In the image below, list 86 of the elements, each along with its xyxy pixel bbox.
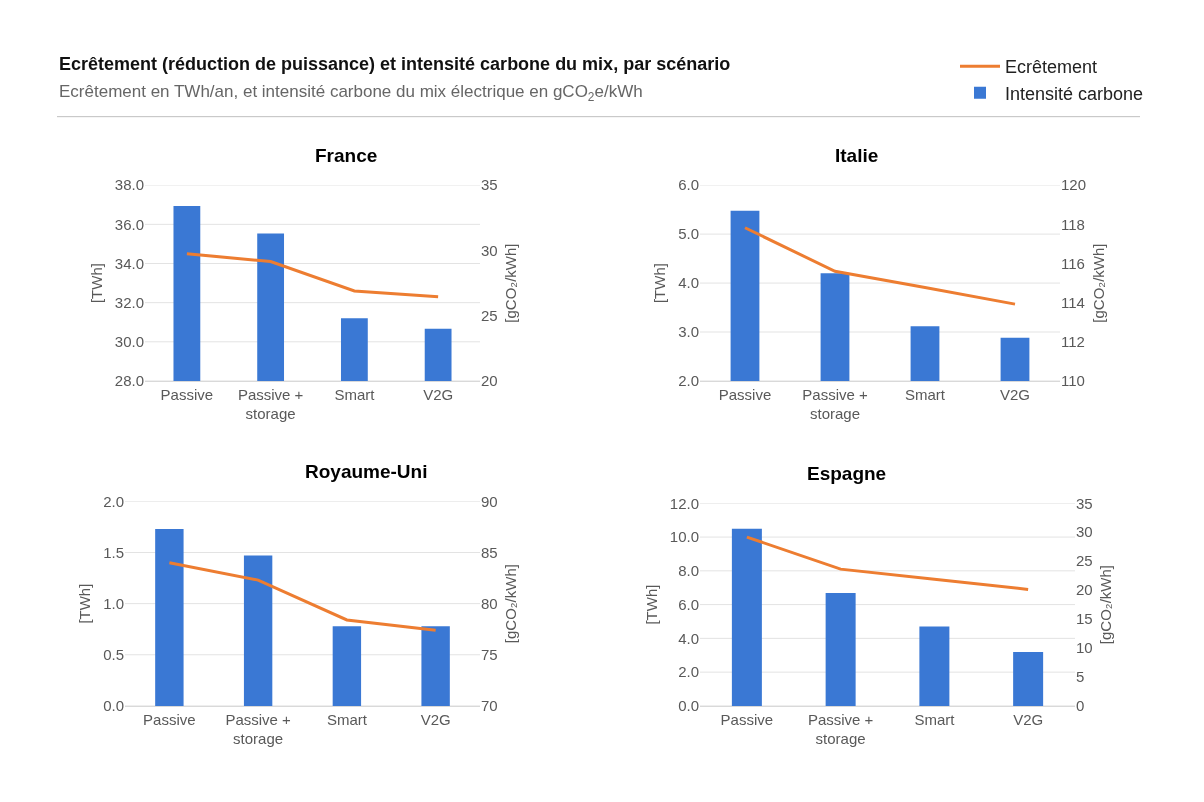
y2-tick-label: 15 xyxy=(1076,610,1093,628)
y-tick-label: 8.0 xyxy=(678,562,699,580)
y2-tick-label: 120 xyxy=(1061,176,1087,194)
x-tick-label: Smart xyxy=(326,710,368,728)
y-tick-label: 3.0 xyxy=(678,323,699,341)
y-tick-label: 2.0 xyxy=(103,492,124,510)
bar xyxy=(919,626,950,706)
y-tick-label: 10.0 xyxy=(669,528,699,546)
x-tick-label: V2G xyxy=(423,385,454,403)
y-tick-label: 2.0 xyxy=(678,372,699,390)
x-tick-label: V2G xyxy=(999,385,1031,403)
y2-tick-label: 80 xyxy=(481,594,498,612)
y2-tick-label: 75 xyxy=(481,646,498,664)
y2-tick-label: 35 xyxy=(481,176,498,194)
y2-tick-label: 10 xyxy=(1076,639,1093,657)
y-tick-label: 1.0 xyxy=(103,594,124,612)
bar xyxy=(1013,652,1044,706)
y2-tick-label: 110 xyxy=(1061,372,1085,390)
legend-label: Intensité carbone xyxy=(1005,83,1144,104)
y-tick-label: 30.0 xyxy=(114,333,144,351)
y-tick-label: 2.0 xyxy=(678,663,699,681)
x-tick-label: V2G xyxy=(420,710,451,728)
chart-title: Espagne xyxy=(807,463,887,484)
y-tick-label: 28.0 xyxy=(114,372,144,390)
y-tick-label: 5.0 xyxy=(678,225,699,243)
chart-title: France xyxy=(315,145,378,166)
y-tick-label: 38.0 xyxy=(114,176,144,194)
y-axis-title: [TWh] xyxy=(643,584,661,625)
y2-tick-label: 118 xyxy=(1061,215,1085,233)
y2-axis-title: [gCO₂/kWh] xyxy=(501,243,519,323)
y-tick-label: 34.0 xyxy=(114,254,144,272)
y-axis-title: [TWh] xyxy=(76,583,94,624)
y-axis-title: [TWh] xyxy=(88,263,106,304)
x-tick-label: Passive xyxy=(718,385,772,403)
y-tick-label: 6.0 xyxy=(678,595,699,613)
x-tick-label: Smart xyxy=(904,385,946,403)
y-tick-label: 4.0 xyxy=(678,274,699,292)
x-tick-label: Passive xyxy=(720,710,774,728)
x-tick-label: Smart xyxy=(914,710,956,728)
y2-tick-label: 35 xyxy=(1076,494,1093,512)
chart-title: Royaume-Uni xyxy=(305,461,428,482)
x-tick-label: Passive + storage xyxy=(225,710,292,748)
y-tick-label: 0.5 xyxy=(103,646,124,664)
y-tick-label: 1.5 xyxy=(103,543,124,561)
y2-tick-label: 20 xyxy=(481,372,498,390)
legend-label: Ecrêtement xyxy=(1005,57,1098,78)
y-tick-label: 36.0 xyxy=(114,215,144,233)
y2-tick-label: 116 xyxy=(1061,254,1085,272)
y-tick-label: 32.0 xyxy=(114,293,144,311)
y2-tick-label: 70 xyxy=(481,697,498,715)
x-tick-label: V2G xyxy=(1013,710,1044,728)
y-tick-label: 4.0 xyxy=(678,629,699,647)
line-series xyxy=(745,535,1030,591)
y2-axis-title: [gCO₂/kWh] xyxy=(501,564,519,644)
y2-tick-label: 25 xyxy=(481,306,498,324)
y2-tick-label: 112 xyxy=(1061,333,1085,351)
y-tick-label: 0.0 xyxy=(678,697,699,715)
text: Ecrêtement (réduction de puissance) et intensité carbone du mix, par scénario xyxy=(59,54,731,74)
y-tick-label: 0.0 xyxy=(103,697,124,715)
chart-title: Italie xyxy=(835,145,879,166)
x-tick-label: Passive + storage xyxy=(807,710,874,748)
line-series xyxy=(185,252,440,299)
y2-tick-label: 25 xyxy=(1076,552,1093,570)
y2-tick-label: 30 xyxy=(481,241,498,259)
x-tick-label: Passive + storage xyxy=(802,385,868,423)
x-tick-label: Smart xyxy=(334,385,376,403)
text: Ecrêtement en TWh/an, et intensité carbone du mix électrique en gCO$_{2}$e/kWh xyxy=(59,82,643,104)
y2-tick-label: 85 xyxy=(481,543,498,561)
y-tick-label: 12.0 xyxy=(669,494,699,512)
y2-tick-label: 114 xyxy=(1061,293,1085,311)
y2-tick-label: 0 xyxy=(1076,697,1085,715)
y-axis-title: [TWh] xyxy=(651,263,669,304)
x-tick-label: Passive xyxy=(143,710,196,728)
x-tick-label: Passive + storage xyxy=(237,385,304,423)
y-tick-label: 6.0 xyxy=(678,176,699,194)
y2-tick-label: 30 xyxy=(1076,523,1093,541)
x-tick-label: Passive xyxy=(160,385,214,403)
bar xyxy=(825,593,856,706)
line-series xyxy=(167,561,438,632)
y2-tick-label: 20 xyxy=(1076,581,1093,599)
y2-tick-label: 90 xyxy=(481,492,498,510)
y2-axis-title: [gCO₂/kWh] xyxy=(1096,565,1114,645)
y2-axis-title: [gCO₂/kWh] xyxy=(1090,243,1108,323)
y2-tick-label: 5 xyxy=(1076,668,1085,686)
line-series xyxy=(743,226,1017,306)
bar xyxy=(731,528,762,706)
